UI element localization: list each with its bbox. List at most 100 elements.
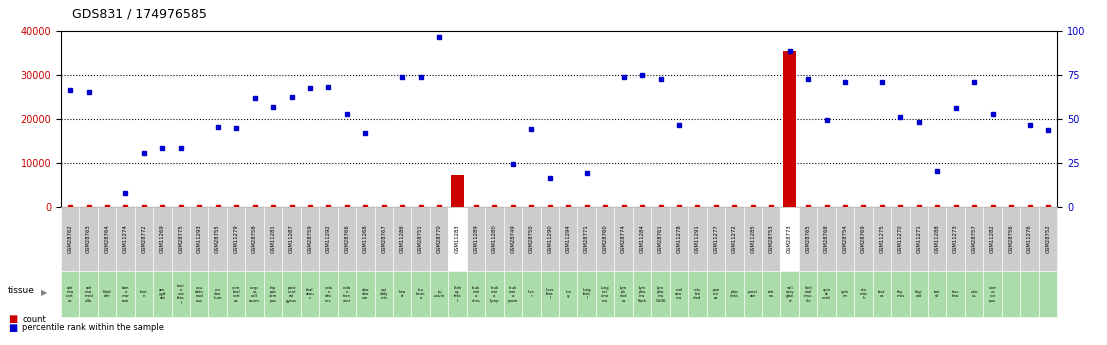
Text: GSM28768: GSM28768 <box>824 225 829 253</box>
Text: GSM11292: GSM11292 <box>325 225 331 253</box>
Text: kidn
ey
feta
l: kidn ey feta l <box>454 286 462 303</box>
Text: GSM28760: GSM28760 <box>602 225 608 253</box>
Text: leuk
emi
a
chro: leuk emi a chro <box>472 286 480 303</box>
Text: lym
ph
nod
es: lym ph nod es <box>620 286 628 303</box>
Text: GSM11274: GSM11274 <box>123 225 128 253</box>
Text: am
ygd
ala: am ygd ala <box>158 288 166 300</box>
Text: test
es: test es <box>878 290 886 298</box>
Text: tissue: tissue <box>8 286 34 295</box>
Text: GSM11271: GSM11271 <box>917 225 921 253</box>
Text: GSM11273: GSM11273 <box>953 225 959 253</box>
Text: ▶: ▶ <box>41 288 48 297</box>
Bar <box>783 51 796 207</box>
Text: GDS831 / 174976585: GDS831 / 174976585 <box>72 8 207 21</box>
Text: GSM28770: GSM28770 <box>436 225 442 253</box>
Text: GSM28771: GSM28771 <box>584 225 589 253</box>
Text: ■: ■ <box>8 314 17 324</box>
Text: GSM28767: GSM28767 <box>381 225 386 253</box>
Text: GSM11293: GSM11293 <box>197 225 201 253</box>
Text: GSM28753: GSM28753 <box>768 225 774 253</box>
Text: lun
g: lun g <box>566 290 571 298</box>
Text: liver
feta
l: liver feta l <box>546 288 555 300</box>
Text: GSM28769: GSM28769 <box>861 225 866 253</box>
Text: duo
den
um: duo den um <box>362 288 369 300</box>
Text: GSM28759: GSM28759 <box>308 225 312 253</box>
Text: uter
us: uter us <box>970 290 979 298</box>
Text: colo
n
tran
sver: colo n tran sver <box>343 286 351 303</box>
Text: count: count <box>22 315 45 324</box>
Text: GSM11275: GSM11275 <box>879 225 884 253</box>
Text: thyr
oid: thyr oid <box>914 290 923 298</box>
Text: adr
ena
med
ulla: adr ena med ulla <box>84 286 93 303</box>
Text: GSM11268: GSM11268 <box>363 225 368 253</box>
Text: pan
cre
as: pan cre as <box>712 288 720 300</box>
Text: GSM28764: GSM28764 <box>104 225 110 253</box>
Text: GSM11287: GSM11287 <box>289 225 294 253</box>
Text: GSM28756: GSM28756 <box>1008 225 1014 253</box>
Text: GSM11279: GSM11279 <box>234 225 239 253</box>
Text: thy
mus: thy mus <box>897 290 904 298</box>
Text: GSM28774: GSM28774 <box>621 225 627 253</box>
Text: epi
didy
mis: epi didy mis <box>380 288 387 300</box>
Text: GSM28762: GSM28762 <box>68 225 73 253</box>
Text: corp
us
call
osum: corp us call osum <box>249 286 260 303</box>
Text: mel
ano
ma: mel ano ma <box>675 288 683 300</box>
Text: GSM28757: GSM28757 <box>972 225 976 253</box>
Text: blad
der: blad der <box>103 290 112 298</box>
Text: GSM11277: GSM11277 <box>713 225 718 253</box>
Text: hip
poc
cam
pus: hip poc cam pus <box>269 286 277 303</box>
Text: cere
bral
cort
ex: cere bral cort ex <box>232 286 240 303</box>
Text: jej
unum: jej unum <box>434 290 445 298</box>
Text: leuk
emi
a
prom: leuk emi a prom <box>508 286 518 303</box>
Text: plac
enta: plac enta <box>730 290 738 298</box>
Text: GSM28749: GSM28749 <box>510 225 516 253</box>
Text: brai
n
nuc
feta
l: brai n nuc feta l <box>177 284 185 305</box>
Text: reti
na: reti na <box>768 290 775 298</box>
Text: GSM11285: GSM11285 <box>751 225 755 253</box>
Text: GSM11294: GSM11294 <box>566 225 571 253</box>
Text: GSM11290: GSM11290 <box>547 225 552 253</box>
Text: sple
en: sple en <box>841 290 849 298</box>
Text: GSM28758: GSM28758 <box>252 225 257 253</box>
Text: brai
n: brai n <box>141 290 147 298</box>
Text: thal
amu
s: thal amu s <box>306 288 314 300</box>
Text: GSM11269: GSM11269 <box>159 225 165 253</box>
Text: GSM11282: GSM11282 <box>990 225 995 253</box>
Text: GSM11289: GSM11289 <box>474 225 478 253</box>
Text: trac
hea: trac hea <box>952 290 960 298</box>
Text: bon
e
mar
row: bon e mar row <box>122 286 130 303</box>
Text: GSM28765: GSM28765 <box>806 225 810 253</box>
Text: cau
date
nucl
eus: cau date nucl eus <box>195 286 204 303</box>
Text: lym
pho
ma
G336: lym pho ma G336 <box>655 286 665 303</box>
Text: GSM11272: GSM11272 <box>732 225 737 253</box>
Text: GSM28775: GSM28775 <box>178 225 184 253</box>
Text: GSM28755: GSM28755 <box>215 225 220 253</box>
Text: live
r: live r <box>528 290 535 298</box>
Text: GSM28763: GSM28763 <box>86 225 91 253</box>
Text: post
cent
ral
gyrus: post cent ral gyrus <box>286 286 297 303</box>
Text: GSM28754: GSM28754 <box>842 225 848 253</box>
Text: lung
car
cino
ma: lung car cino ma <box>601 286 610 303</box>
Text: GSM28772: GSM28772 <box>142 225 146 253</box>
Text: percentile rank within the sample: percentile rank within the sample <box>22 323 164 332</box>
Text: GSM28773: GSM28773 <box>787 225 793 253</box>
Bar <box>452 175 464 207</box>
Text: GSM28750: GSM28750 <box>529 225 534 253</box>
Text: GSM28766: GSM28766 <box>344 225 350 253</box>
Text: colo
n
des
ces: colo n des ces <box>324 286 332 303</box>
Text: ■: ■ <box>8 323 17 333</box>
Text: GSM28761: GSM28761 <box>658 225 663 253</box>
Text: ton
sil: ton sil <box>934 290 941 298</box>
Text: leuk
emi
a
lymp: leuk emi a lymp <box>489 286 499 303</box>
Text: GSM11283: GSM11283 <box>455 225 461 253</box>
Text: spin
al
cord: spin al cord <box>823 288 831 300</box>
Text: GSM11270: GSM11270 <box>898 225 903 253</box>
Text: GSM11286: GSM11286 <box>400 225 405 253</box>
Text: GSM11280: GSM11280 <box>492 225 497 253</box>
Text: lym
pho
ma
Burk: lym pho ma Burk <box>638 286 646 303</box>
Text: mis
lab
eled: mis lab eled <box>693 288 702 300</box>
Text: uter
us
cor
pus: uter us cor pus <box>989 286 996 303</box>
Text: GSM11278: GSM11278 <box>676 225 682 253</box>
Text: GSM11281: GSM11281 <box>270 225 276 253</box>
Text: leu
kemi
a: leu kemi a <box>416 288 425 300</box>
